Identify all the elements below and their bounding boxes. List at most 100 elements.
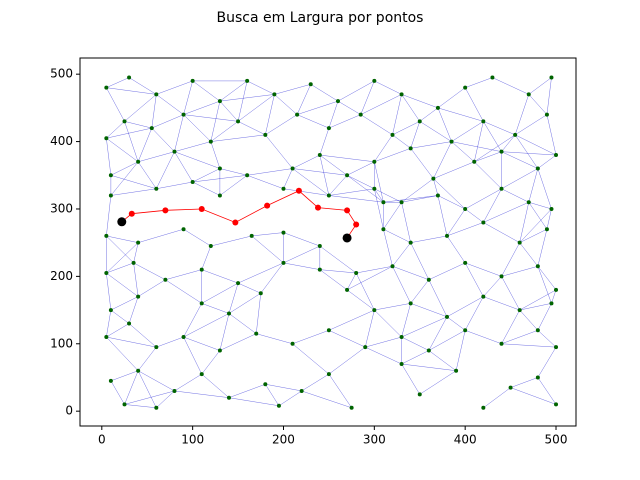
edge <box>319 269 357 274</box>
node <box>217 166 222 171</box>
node <box>131 260 136 265</box>
edge <box>228 384 266 398</box>
edge <box>183 114 211 142</box>
edge <box>374 148 411 162</box>
node <box>149 126 154 131</box>
edge <box>437 107 452 142</box>
edge <box>383 202 402 230</box>
edge <box>465 77 493 88</box>
edge <box>278 390 302 406</box>
edge <box>174 151 193 183</box>
edge <box>165 279 202 304</box>
edge <box>210 101 221 142</box>
edge <box>410 148 434 179</box>
node <box>181 335 186 340</box>
edge <box>297 114 329 129</box>
node <box>554 153 559 158</box>
node <box>181 227 186 232</box>
edge <box>483 188 502 223</box>
node <box>463 85 468 90</box>
node <box>445 233 450 238</box>
edge <box>537 154 557 169</box>
path-node <box>344 207 351 214</box>
edge <box>401 94 420 122</box>
edge <box>174 151 220 169</box>
edge <box>292 168 348 176</box>
node <box>104 335 109 340</box>
edge <box>474 151 502 162</box>
edge <box>392 242 411 267</box>
edge <box>265 384 280 406</box>
edge <box>183 336 202 375</box>
node <box>326 328 331 333</box>
edge <box>174 390 230 398</box>
path-node <box>353 221 360 228</box>
edge <box>292 343 330 375</box>
edge <box>401 363 457 371</box>
edge <box>392 266 429 280</box>
edge <box>201 373 230 398</box>
edge <box>401 202 411 243</box>
edge <box>383 229 411 243</box>
x-tick-label: 100 <box>181 433 204 447</box>
edge <box>183 313 230 338</box>
node <box>326 193 331 198</box>
node <box>358 112 363 117</box>
edge <box>401 336 429 351</box>
edge <box>328 188 375 196</box>
node <box>390 132 395 137</box>
edge <box>247 168 293 176</box>
edge <box>346 161 375 176</box>
node <box>549 301 554 306</box>
node <box>217 348 222 353</box>
edge <box>401 350 429 365</box>
edge <box>219 168 248 176</box>
node <box>399 335 404 340</box>
edge <box>137 161 157 189</box>
edge <box>265 114 298 136</box>
edge <box>247 80 275 95</box>
edge <box>451 141 502 152</box>
y-tick-label: 500 <box>50 67 73 81</box>
endpoint <box>117 217 127 227</box>
edge <box>106 336 157 348</box>
edge <box>319 269 348 291</box>
edge <box>124 121 139 162</box>
edge <box>551 289 557 304</box>
edge <box>219 101 239 122</box>
node <box>417 392 422 397</box>
edge <box>465 330 502 344</box>
edge <box>546 77 552 115</box>
edge <box>433 161 475 179</box>
edge <box>237 94 275 122</box>
edge <box>501 151 557 156</box>
node <box>136 240 141 245</box>
path-node <box>315 204 322 211</box>
edge <box>465 188 502 210</box>
edge <box>328 309 375 331</box>
edge <box>474 121 484 162</box>
node <box>245 173 250 178</box>
edge <box>356 266 393 274</box>
edge <box>228 283 239 314</box>
node <box>372 159 377 164</box>
edge <box>237 262 284 284</box>
node <box>399 92 404 97</box>
node <box>463 260 468 265</box>
x-tick-label: 400 <box>454 433 477 447</box>
node <box>399 361 404 366</box>
path-node <box>264 202 271 209</box>
node <box>108 378 113 383</box>
edge <box>328 195 384 203</box>
node <box>535 375 540 380</box>
edge <box>328 175 348 196</box>
edge <box>192 181 220 196</box>
node <box>431 176 436 181</box>
edge <box>283 168 293 189</box>
node <box>263 382 268 387</box>
node <box>190 78 195 83</box>
node <box>190 180 195 185</box>
node <box>217 99 222 104</box>
edge <box>106 195 112 236</box>
